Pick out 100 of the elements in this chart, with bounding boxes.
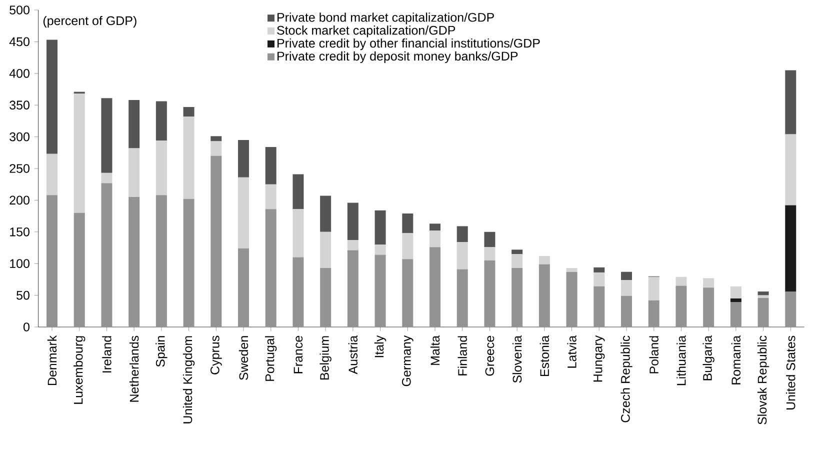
bar <box>46 195 58 327</box>
bar <box>785 134 796 206</box>
bar <box>156 140 167 196</box>
bar <box>265 146 276 184</box>
bar <box>676 286 687 327</box>
x-tick-label: United Kingdom <box>182 336 195 424</box>
y-tick-label: 450 <box>9 37 30 46</box>
x-tick-label: Lithuania <box>676 335 686 386</box>
bar <box>101 183 112 327</box>
bar <box>374 244 386 255</box>
bar <box>484 232 496 248</box>
bar <box>265 209 276 327</box>
x-tick-label: Romania <box>731 335 741 384</box>
bar <box>456 242 468 270</box>
bar <box>430 224 441 231</box>
bar <box>128 148 140 198</box>
bar <box>730 298 742 302</box>
bar <box>758 291 769 296</box>
bar <box>128 100 140 148</box>
bar <box>620 272 632 280</box>
bar <box>594 272 605 286</box>
bar <box>758 298 769 327</box>
bar <box>484 260 496 327</box>
x-tick-label: Malta <box>430 335 440 365</box>
bar <box>758 295 769 298</box>
x-tick-label: France <box>294 336 303 374</box>
bar <box>320 268 332 327</box>
bar <box>210 136 222 142</box>
bar <box>238 248 250 327</box>
bar <box>402 233 414 260</box>
bar <box>101 98 112 173</box>
bar <box>374 210 386 245</box>
x-tick-label: Germany <box>402 335 414 386</box>
x-tick-label: Finland <box>458 336 467 376</box>
bar <box>785 205 796 292</box>
bar <box>620 296 632 327</box>
x-tick-label: Netherlands <box>129 336 139 402</box>
x-tick-label: Ireland <box>102 336 112 372</box>
bar <box>402 259 414 327</box>
bar <box>785 70 796 134</box>
bar <box>730 302 742 327</box>
bar <box>730 286 742 298</box>
x-tick-label: Latvia <box>567 335 576 368</box>
bar <box>320 196 332 232</box>
y-tick-label: 400 <box>9 68 30 78</box>
legend-label: Private bond market capitalization/GDP <box>278 12 494 24</box>
legend-label: Private credit by deposit money banks/GDP <box>278 51 518 64</box>
bar <box>156 195 167 327</box>
bar <box>183 116 194 199</box>
bar <box>74 94 85 213</box>
y-tick-label: 200 <box>10 196 30 205</box>
x-tick-label: Portugal <box>265 336 277 381</box>
bar <box>402 214 414 234</box>
bar <box>183 107 194 117</box>
legend-label: Private credit by other financial institutions/GDP <box>278 38 540 50</box>
legend-label: Stock market capitalization/GDP <box>277 26 456 38</box>
y-tick-label: 50 <box>16 290 30 300</box>
bar <box>538 264 550 327</box>
bar <box>265 184 276 210</box>
bar <box>594 267 605 272</box>
bar <box>430 230 441 248</box>
y-tick-label: 300 <box>10 132 30 142</box>
y-tick-label: 350 <box>10 100 30 110</box>
bar <box>374 254 386 327</box>
annotation: (percent of GDP) <box>43 16 136 28</box>
bar <box>512 268 523 327</box>
bar <box>456 269 468 327</box>
x-tick-label: Slovak Republic <box>757 336 770 424</box>
x-tick-label: Sweden <box>238 336 248 380</box>
bar <box>292 257 304 327</box>
bar <box>594 286 605 327</box>
bar <box>210 141 222 156</box>
bar <box>238 177 250 248</box>
x-tick-label: Austria <box>348 335 358 374</box>
bar <box>566 272 578 327</box>
bar <box>347 202 358 240</box>
bar <box>292 174 304 210</box>
bar <box>620 280 632 296</box>
bar <box>101 172 112 184</box>
x-tick-label: Hungary <box>594 335 605 382</box>
bar <box>347 240 358 250</box>
bar <box>46 154 58 196</box>
bar <box>320 232 332 268</box>
bar <box>785 291 796 327</box>
bar <box>703 278 714 288</box>
x-tick-label: Belgium <box>320 336 332 380</box>
x-tick-label: Spain <box>156 336 168 367</box>
bar <box>430 247 441 327</box>
bar <box>128 197 140 327</box>
bar <box>183 198 194 327</box>
x-tick-label: Estonia <box>540 335 550 376</box>
bar <box>347 250 358 327</box>
x-tick-label: Poland <box>649 336 658 374</box>
bar <box>156 101 167 141</box>
bar <box>648 300 660 327</box>
bar <box>292 209 304 258</box>
bar <box>46 40 58 154</box>
x-tick-label: Cyprus <box>210 336 222 374</box>
bar <box>210 156 222 327</box>
bar <box>74 212 85 327</box>
